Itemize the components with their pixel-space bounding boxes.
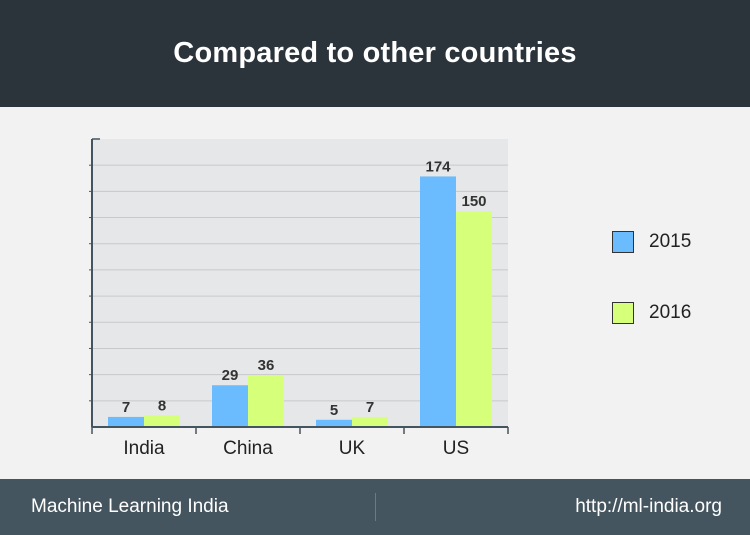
legend-item-2016: 2016: [612, 300, 691, 326]
data-label-india-2015: 7: [122, 399, 130, 416]
data-label-china-2016: 36: [258, 357, 275, 374]
data-label-india-2016: 8: [158, 397, 166, 414]
bar-china-2015: [212, 385, 248, 427]
footer-bar: Machine Learning India http://ml-india.o…: [0, 479, 750, 535]
data-label-us-2015: 174: [425, 158, 451, 175]
x-tick-label-us: US: [443, 438, 469, 459]
data-label-china-2015: 29: [222, 367, 239, 384]
x-tick-label-china: China: [223, 438, 273, 459]
footer-divider: [375, 493, 376, 521]
footer-link[interactable]: http://ml-india.org: [575, 496, 722, 517]
bar-chart: 7 8 India 29 36 China 5 7 UK 174 150 US: [89, 138, 509, 459]
legend-swatch-2016: [612, 302, 634, 324]
x-tick-label-uk: UK: [339, 438, 366, 459]
bar-us-2015: [420, 176, 456, 427]
bar-us-2016: [456, 211, 492, 427]
data-label-uk-2016: 7: [366, 399, 374, 416]
legend-label-2015: 2015: [649, 231, 692, 252]
page-title: Compared to other countries: [173, 37, 577, 69]
bar-uk-2015: [316, 419, 352, 427]
data-label-uk-2015: 5: [330, 402, 338, 419]
data-label-us-2016: 150: [461, 193, 486, 210]
bar-india-2015: [108, 416, 144, 427]
bar-india-2016: [144, 415, 180, 427]
legend-swatch-2015: [612, 231, 634, 253]
footer-brand: Machine Learning India: [31, 496, 229, 517]
header-bar: Compared to other countries: [0, 0, 750, 107]
legend-label-2016: 2016: [649, 302, 692, 323]
x-tick-label-india: India: [123, 438, 165, 459]
bar-china-2016: [248, 375, 284, 427]
legend-item-2015: 2015: [612, 229, 691, 255]
bar-uk-2016: [352, 416, 388, 427]
chart-area: 7 8 India 29 36 China 5 7 UK 174 150 US 2015 2016: [0, 107, 750, 479]
